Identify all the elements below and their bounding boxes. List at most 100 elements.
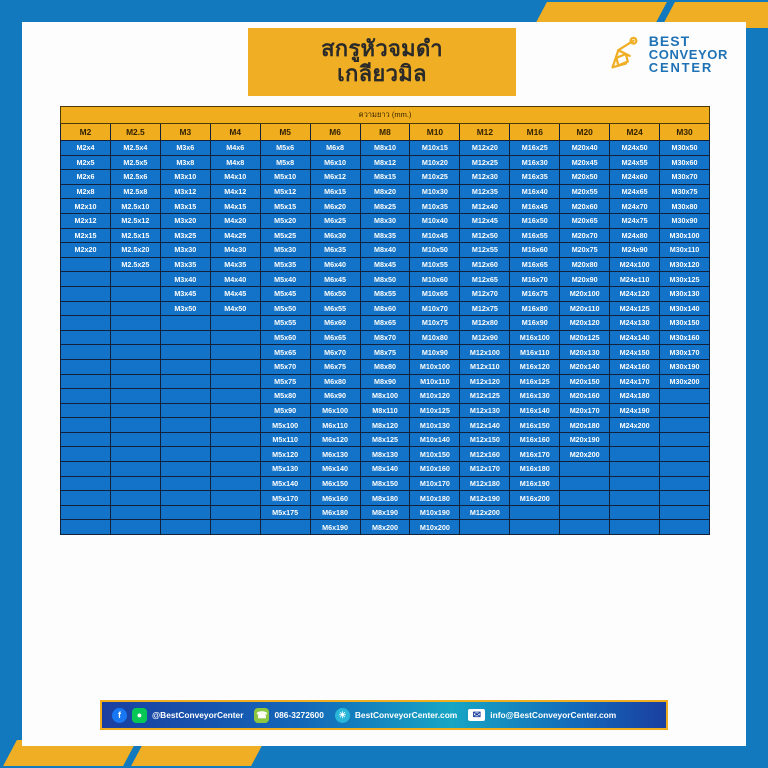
size-cell: M5x70 [259, 358, 311, 375]
size-cell: M8x80 [359, 358, 411, 375]
size-cell: M24x150 [609, 344, 661, 360]
empty-cell [60, 300, 111, 317]
size-cell: M10x40 [409, 212, 461, 229]
email-icon[interactable]: ✉ [468, 709, 486, 721]
size-cell: M12x80 [459, 315, 511, 331]
empty-cell [109, 431, 161, 448]
size-cell: M24x75 [609, 212, 661, 229]
size-cell: M16x30 [509, 154, 561, 171]
table-row: M3x45 M4x45 M5x45 M6x50 M8x55 M10x65 M12x70 M16… [60, 285, 710, 302]
size-cell: M2.5x8 [109, 183, 161, 200]
size-cell: M8x60 [359, 300, 411, 317]
size-cell: M30x110 [659, 242, 710, 258]
table-row: M5x60 M6x65 M8x70 M10x80 M12x90 M16x100 M20x12… [60, 329, 710, 346]
empty-cell [60, 475, 111, 492]
table-row: M2x12 M2.5x12 M3x20 M4x20 M5x20 M6x25 M8x30 M10… [60, 212, 710, 229]
empty-cell [159, 519, 211, 536]
empty-cell [209, 461, 261, 477]
size-cell: M6x8 [309, 140, 361, 156]
size-cell: M5x120 [259, 446, 311, 463]
size-cell: M20x120 [559, 315, 611, 331]
content-sheet: สกรูหัวจมดำ เกลียวมิล BEST CONVEYOR CENT… [22, 22, 746, 746]
size-cell: M12x25 [459, 154, 511, 171]
table-row: M5x130 M6x140 M8x140 M10x160 M12x170 M16x180 [60, 461, 710, 477]
size-cell: M5x130 [259, 461, 311, 477]
empty-cell [659, 431, 710, 448]
empty-cell [109, 358, 161, 375]
size-cell: M24x100 [609, 256, 661, 273]
size-cell: M10x70 [409, 300, 461, 317]
empty-cell [559, 519, 611, 536]
globe-icon[interactable]: ☀ [334, 707, 350, 723]
size-cell: M24x120 [609, 285, 661, 302]
size-cell: M20x190 [559, 431, 611, 448]
size-cell: M24x200 [609, 417, 661, 433]
size-cell: M2.5x5 [109, 154, 161, 171]
size-cell: M20x50 [559, 169, 611, 185]
size-cell: M6x45 [309, 271, 361, 287]
column-header-M10: M10 [409, 123, 461, 141]
empty-cell [159, 315, 211, 331]
size-cell: M5x40 [259, 271, 311, 287]
size-cell: M6x20 [309, 198, 361, 214]
size-cell: M16x200 [509, 490, 561, 506]
size-cell: M6x190 [309, 519, 361, 536]
size-cell: M16x50 [509, 212, 561, 229]
size-cell: M24x65 [609, 183, 661, 200]
column-header-M2: M2 [60, 123, 111, 141]
title-line-2: เกลียวมิล [337, 61, 427, 86]
size-cell: M10x90 [409, 344, 461, 360]
empty-cell [209, 388, 261, 404]
empty-cell [60, 256, 111, 273]
size-cell: M4x25 [209, 227, 261, 244]
size-cell: M20x60 [559, 198, 611, 214]
size-cell: M16x130 [509, 388, 561, 404]
size-cell: M10x100 [409, 358, 461, 375]
phone-icon[interactable]: ☎ [254, 707, 270, 723]
size-cell: M12x40 [459, 198, 511, 214]
line-icon[interactable]: ● [132, 707, 147, 723]
size-cell: M10x110 [409, 373, 461, 390]
empty-cell [159, 344, 211, 360]
size-cell: M8x45 [359, 256, 411, 273]
size-cell: M16x60 [509, 242, 561, 258]
size-cell: M6x140 [309, 461, 361, 477]
empty-cell [60, 271, 111, 287]
empty-cell [60, 373, 111, 390]
screw-size-table: ความยาว (mm.) M2 M2.5 M3 M4 M5 M6 M8 M10 M12 M16 M2… [60, 106, 710, 536]
size-cell: M8x12 [359, 154, 411, 171]
facebook-icon[interactable]: f [112, 707, 127, 723]
size-cell: M6x10 [309, 154, 361, 171]
size-cell: M30x60 [659, 154, 710, 171]
empty-cell [109, 271, 161, 287]
size-cell: M20x90 [559, 271, 611, 287]
empty-cell [109, 446, 161, 463]
website-url[interactable]: BestConveyorCenter.com [354, 710, 458, 720]
size-cell: M8x75 [359, 344, 411, 360]
size-cell: M5x35 [259, 256, 311, 273]
table-row: M5x80 M6x90 M8x100 M10x120 M12x125 M16x130 M20… [60, 388, 710, 404]
size-cell: M2x8 [60, 183, 111, 200]
empty-cell [159, 461, 211, 477]
size-cell: M16x90 [509, 315, 561, 331]
empty-cell [609, 490, 661, 506]
size-cell: M24x90 [609, 242, 661, 258]
logo-line-2: CONVEYOR [648, 47, 728, 62]
empty-cell [209, 490, 261, 506]
empty-cell [159, 417, 211, 433]
empty-cell [159, 490, 211, 506]
size-cell: M6x75 [309, 358, 361, 375]
size-cell: M12x45 [459, 212, 511, 229]
size-cell: M30x150 [659, 315, 710, 331]
size-cell: M6x60 [309, 315, 361, 331]
size-cell: M20x45 [559, 154, 611, 171]
table-row: M2x4 M2.5x4 M3x6 M4x6 M5x6 M6x8 M8x10 M10x15 M12… [60, 140, 710, 156]
size-cell: M16x80 [509, 300, 561, 317]
empty-cell [159, 504, 211, 521]
size-cell: M3x10 [159, 169, 211, 185]
email-address[interactable]: info@BestConveyorCenter.com [490, 710, 617, 720]
size-cell: M4x15 [209, 198, 261, 214]
size-cell: M2.5x20 [109, 242, 161, 258]
size-cell: M10x125 [409, 402, 461, 419]
logo-wordmark: BEST CONVEYOR CENTER [649, 34, 728, 74]
